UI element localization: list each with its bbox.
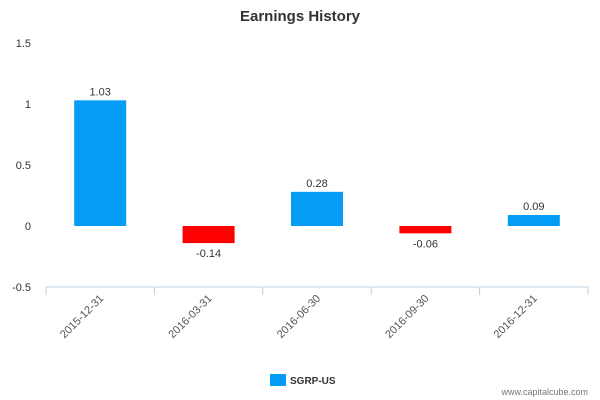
x-tick-label: 2015-12-31 <box>58 293 106 341</box>
data-labels: 1.03 -0.14 0.28 -0.06 0.09 <box>89 86 544 260</box>
x-axis: 2015-12-31 2016-03-31 2016-06-30 2016-09-30… <box>45 286 589 341</box>
x-tick-label: 2016-12-31 <box>492 293 540 341</box>
bar[interactable] <box>507 215 560 226</box>
y-tick-label: 0.5 <box>16 160 31 172</box>
chart-title: Earnings History <box>240 8 361 25</box>
y-tick-label: 1.5 <box>16 38 31 50</box>
y-axis: -0.5 0 0.5 1 1.5 <box>12 38 31 294</box>
x-tick-label: 2016-03-31 <box>166 293 214 341</box>
y-tick-label: 1 <box>25 99 31 111</box>
bar[interactable] <box>182 226 235 244</box>
bars <box>74 100 560 244</box>
legend[interactable]: SGRP-US <box>270 374 336 387</box>
x-tick-label: 2016-09-30 <box>383 293 431 341</box>
y-tick-label: -0.5 <box>12 282 31 294</box>
data-label: 0.09 <box>523 201 544 213</box>
bar[interactable] <box>74 100 127 226</box>
legend-swatch <box>270 374 286 386</box>
legend-label: SGRP-US <box>290 376 336 387</box>
y-tick-label: 0 <box>25 221 31 233</box>
bar[interactable] <box>291 191 343 226</box>
x-tick-label: 2016-06-30 <box>275 293 323 341</box>
data-label: -0.14 <box>196 248 221 260</box>
data-label: -0.06 <box>413 238 438 250</box>
data-label: 0.28 <box>306 178 327 190</box>
bar[interactable] <box>399 226 452 234</box>
credit-text: www.capitalcube.com <box>500 387 588 397</box>
data-label: 1.03 <box>89 86 110 98</box>
